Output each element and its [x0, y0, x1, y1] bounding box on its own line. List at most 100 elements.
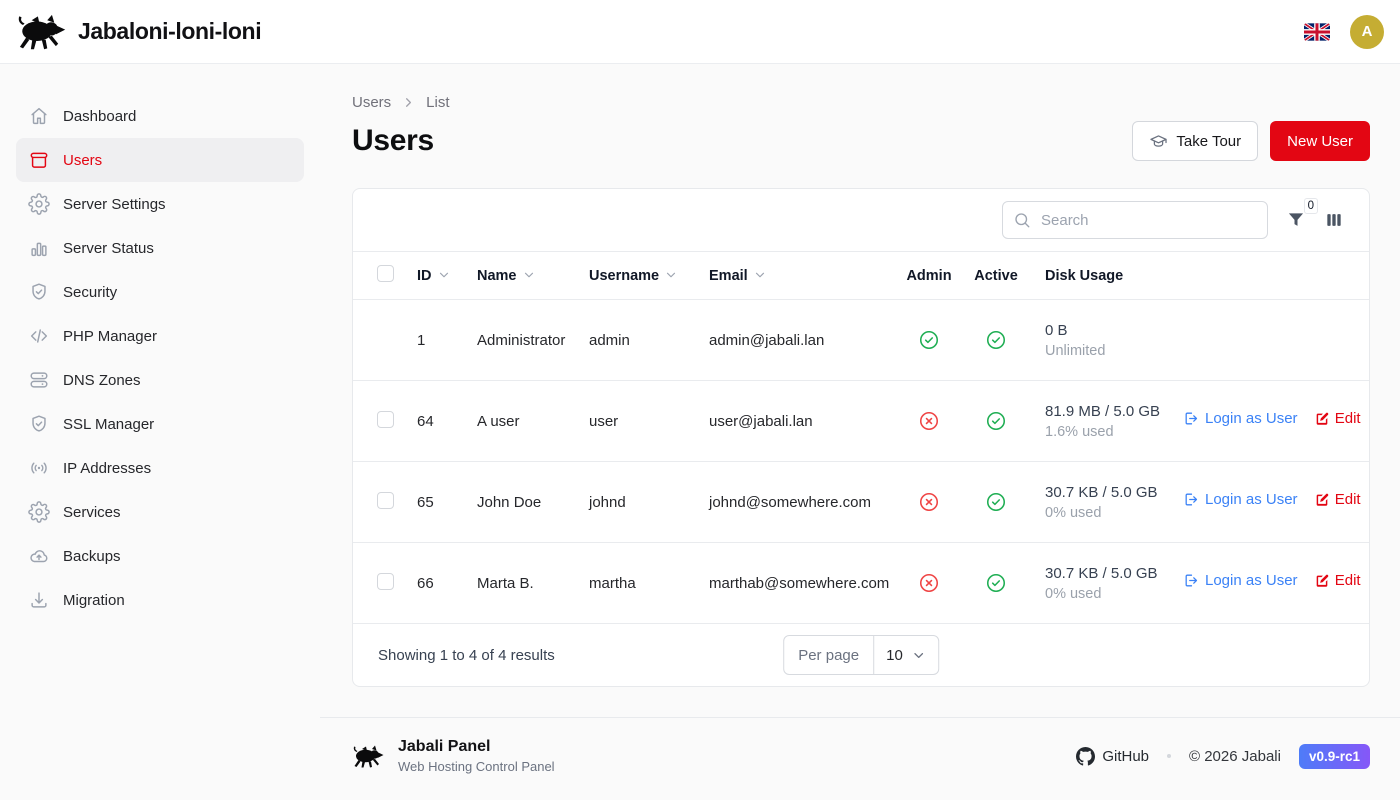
sidebar-item-backups[interactable]: Backups [16, 534, 304, 578]
drawer-icon [30, 152, 48, 168]
page-title: Users [352, 124, 434, 157]
sidebar-item-security[interactable]: Security [16, 270, 304, 314]
edit-link[interactable]: Edit [1314, 572, 1361, 589]
github-icon [1076, 746, 1096, 766]
breadcrumb: Users List [352, 94, 1370, 111]
table-row: 64 A user user user@jabali.lan 81.9 MB /… [353, 380, 1369, 462]
shield-check-icon [32, 283, 46, 300]
user-avatar[interactable]: A [1350, 14, 1384, 49]
table-row: 66 Marta B. martha marthab@somewhere.com… [353, 542, 1369, 624]
breadcrumb-users-link[interactable]: Users [352, 94, 392, 111]
cell-email: user@jabali.lan [693, 380, 895, 462]
uk-flag-language-button[interactable] [1304, 22, 1330, 41]
per-page-select[interactable]: 10 [874, 636, 938, 674]
columns-button[interactable] [1324, 210, 1344, 230]
app-title: Jabaloni-loni-loni [78, 18, 262, 44]
home-icon [31, 107, 47, 125]
login-icon [1185, 574, 1198, 587]
sidebar-item-server-settings[interactable]: Server Settings [16, 182, 304, 226]
cell-username: johnd [573, 461, 693, 543]
disk-usage-detail: 1.6% used [1045, 423, 1114, 440]
admin-no-icon [919, 492, 939, 512]
row-checkbox[interactable] [377, 410, 394, 428]
cell-name: John Doe [461, 461, 573, 543]
column-header-actions [1165, 251, 1369, 300]
app-brand: Jabaloni-loni-loni [16, 13, 262, 51]
filter-funnel-icon [1288, 213, 1304, 226]
gear-icon [28, 501, 50, 523]
cell-id: 64 [401, 380, 461, 462]
sidebar-item-users[interactable]: Users [16, 138, 304, 182]
cell-email: admin@jabali.lan [693, 299, 895, 381]
sidebar-item-dashboard[interactable]: Dashboard [16, 94, 304, 138]
column-header-id[interactable]: ID [401, 251, 461, 300]
graduation-cap-icon [1150, 134, 1168, 147]
shield-check-icon [32, 415, 46, 432]
cloud-upload-icon [30, 550, 48, 563]
results-summary: Showing 1 to 4 of 4 results [378, 646, 555, 664]
per-page-control: Per page 10 [783, 635, 939, 675]
login-as-user-link[interactable]: Login as User [1183, 491, 1298, 508]
column-header-username[interactable]: Username [573, 251, 693, 300]
new-user-button[interactable]: New User [1270, 121, 1370, 161]
table-row: 65 John Doe johnd johnd@somewhere.com 30… [353, 461, 1369, 543]
version-badge: v0.9-rc1 [1298, 743, 1370, 769]
filter-button[interactable]: 0 [1286, 198, 1318, 230]
admin-no-icon [919, 411, 939, 431]
chevron-down-icon [439, 272, 448, 277]
github-link[interactable]: GitHub [1076, 746, 1149, 766]
login-as-user-link[interactable]: Login as User [1183, 410, 1298, 427]
server-stack-icon [30, 372, 48, 388]
sidebar-item-php-manager[interactable]: PHP Manager [16, 314, 304, 358]
take-tour-label: Take Tour [1176, 132, 1242, 150]
sidebar-item-label: Dashboard [63, 107, 137, 125]
cell-name: A user [461, 380, 573, 462]
login-as-user-link[interactable]: Login as User [1183, 572, 1298, 589]
sidebar-item-label: SSL Manager [63, 415, 155, 433]
table-row: 1 Administrator admin admin@jabali.lan 0… [353, 299, 1369, 381]
sidebar-item-dns-zones[interactable]: DNS Zones [16, 358, 304, 402]
cell-username: martha [573, 542, 693, 624]
page-footer: Jabali Panel Web Hosting Control Panel G… [320, 717, 1400, 798]
sidebar-item-label: Security [63, 283, 118, 301]
boar-logo-icon [18, 14, 66, 49]
cell-id: 65 [401, 461, 461, 543]
sidebar-item-ssl-manager[interactable]: SSL Manager [16, 402, 304, 446]
dot-separator [1167, 754, 1171, 758]
login-icon [1185, 493, 1198, 506]
sidebar-item-label: Backups [63, 547, 121, 565]
chevron-down-icon [755, 272, 764, 277]
download-icon [31, 592, 47, 608]
column-header-name[interactable]: Name [461, 251, 573, 300]
edit-pencil-icon [1316, 493, 1329, 506]
take-tour-button[interactable]: Take Tour [1132, 121, 1259, 161]
boar-logo-icon [353, 745, 384, 767]
cell-username: admin [573, 299, 693, 381]
row-checkbox[interactable] [377, 572, 394, 590]
gear-icon [28, 193, 50, 215]
column-header-email[interactable]: Email [693, 251, 895, 300]
disk-usage-value: 30.7 KB / 5.0 GB [1045, 483, 1158, 501]
active-yes-icon [986, 411, 1006, 431]
sidebar-item-migration[interactable]: Migration [16, 578, 304, 622]
edit-link[interactable]: Edit [1314, 491, 1361, 508]
column-header-admin: Admin [895, 251, 963, 300]
sidebar-item-server-status[interactable]: Server Status [16, 226, 304, 270]
breadcrumb-current: List [426, 94, 450, 111]
disk-usage-detail: 0% used [1045, 504, 1102, 521]
cell-email: johnd@somewhere.com [693, 461, 895, 543]
users-table: ID Name Username Email Admin Active Disk… [353, 251, 1369, 624]
select-all-checkbox[interactable] [377, 265, 394, 282]
chevron-right-icon [406, 98, 412, 107]
edit-link[interactable]: Edit [1314, 410, 1361, 427]
chevron-down-icon [667, 272, 676, 277]
search-input[interactable] [1002, 201, 1268, 239]
disk-usage-value: 30.7 KB / 5.0 GB [1045, 564, 1158, 582]
chevron-down-icon [524, 272, 533, 277]
search-box [1002, 201, 1268, 239]
sidebar-item-services[interactable]: Services [16, 490, 304, 534]
row-checkbox[interactable] [377, 491, 394, 509]
code-icon [30, 329, 48, 343]
sidebar-item-label: Users [63, 151, 103, 169]
sidebar-item-ip-addresses[interactable]: IP Addresses [16, 446, 304, 490]
